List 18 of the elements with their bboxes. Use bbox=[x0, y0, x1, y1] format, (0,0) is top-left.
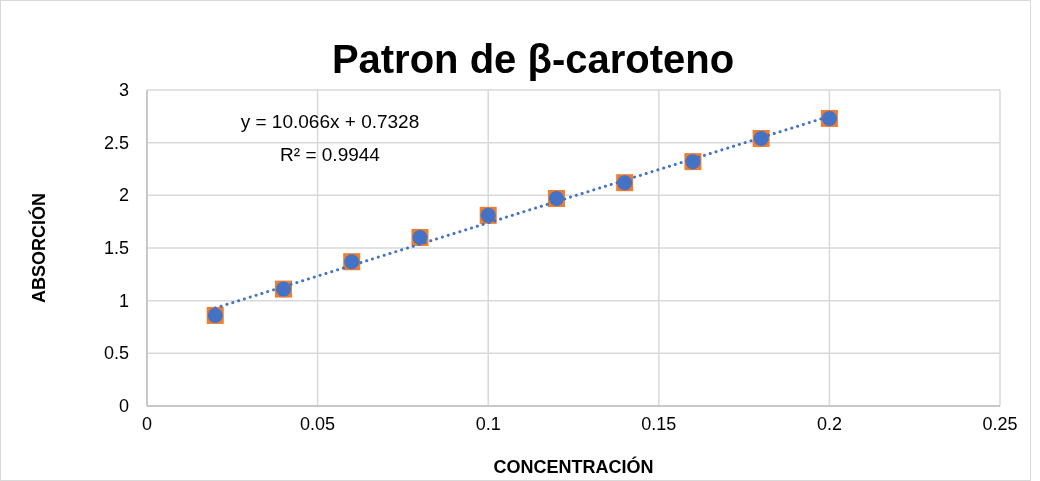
x-tick-label: 0.15 bbox=[641, 414, 677, 434]
y-axis-title: ABSORCIÓN bbox=[28, 192, 49, 304]
y-tick-label: 3 bbox=[118, 80, 129, 100]
x-tick-label: 0 bbox=[141, 414, 153, 434]
x-tick-label: 0.2 bbox=[816, 414, 842, 434]
chart-title: Patron de β-caroteno bbox=[331, 37, 735, 81]
y-tick-label: 2.5 bbox=[103, 132, 129, 153]
y-tick-label: 1.5 bbox=[103, 238, 129, 258]
annotation: R² = 0.9944 bbox=[280, 144, 381, 165]
y-tick-label: 2 bbox=[118, 185, 129, 206]
x-axis-title: CONCENTRACIÓN bbox=[493, 456, 654, 477]
x-tick-label: 0.1 bbox=[475, 414, 501, 434]
x-tick-label: 0.25 bbox=[982, 414, 1018, 434]
annotation: y = 10.066x + 0.7328 bbox=[240, 111, 420, 132]
y-tick-label: 1 bbox=[118, 290, 129, 311]
y-tick-label: 0 bbox=[118, 396, 129, 416]
y-tick-label: 0.5 bbox=[103, 343, 129, 364]
x-tick-label: 0.05 bbox=[300, 414, 336, 434]
